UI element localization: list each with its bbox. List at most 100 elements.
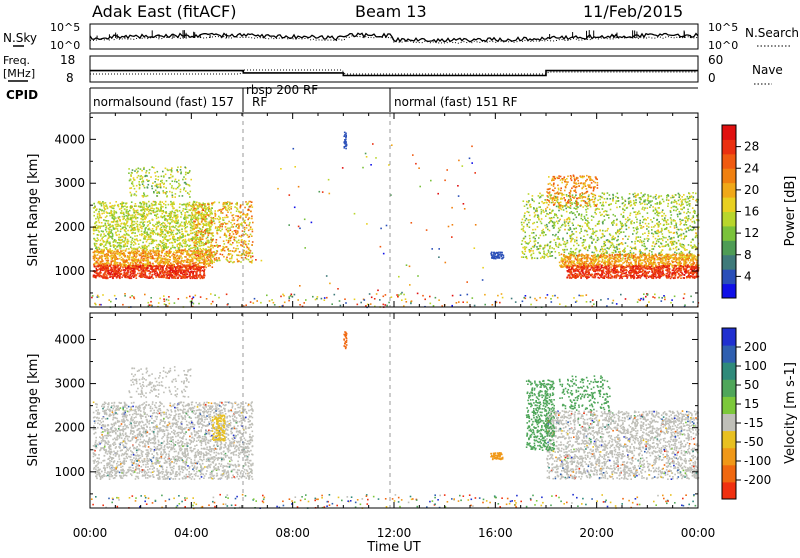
power-echo xyxy=(127,217,129,219)
power-echo xyxy=(663,213,665,215)
power-echo xyxy=(117,276,119,278)
power-echo xyxy=(569,212,571,214)
power-echo xyxy=(160,208,162,210)
power-echo xyxy=(591,242,593,244)
power-echo xyxy=(643,226,645,228)
power-echo xyxy=(182,269,184,271)
power-echo xyxy=(648,200,650,202)
power-echo xyxy=(616,244,618,246)
power-echo xyxy=(197,238,199,240)
power-echo xyxy=(245,214,247,216)
power-echo xyxy=(250,211,252,213)
power-echo xyxy=(523,222,525,224)
power-echo xyxy=(163,226,165,228)
power-echo xyxy=(131,183,133,185)
power-echo xyxy=(203,244,205,246)
power-echo xyxy=(103,212,105,214)
power-echo xyxy=(574,253,576,255)
power-echo xyxy=(159,201,161,203)
power-echo xyxy=(227,205,229,207)
power-echo xyxy=(557,217,559,219)
power-echo xyxy=(175,193,177,195)
power-echo xyxy=(136,255,138,257)
power-echo xyxy=(166,266,168,268)
power-echo xyxy=(249,218,251,220)
power-echo xyxy=(564,221,566,223)
freq-panel: Freq. [MHz] 18 8 60 0 Nave xyxy=(3,53,783,85)
station-title: Adak East (fitACF) xyxy=(92,2,236,21)
power-echo xyxy=(635,238,637,240)
power-echo xyxy=(220,211,222,213)
power-echo xyxy=(143,167,145,169)
power-echo xyxy=(232,262,234,264)
power-echo xyxy=(165,187,167,189)
power-echo xyxy=(692,198,694,200)
power-echo xyxy=(144,176,146,178)
power-echo xyxy=(136,253,138,255)
power-echo xyxy=(207,237,209,239)
power-echo xyxy=(248,259,250,261)
power-echo xyxy=(670,226,672,228)
power-echo xyxy=(232,224,234,226)
power-echo xyxy=(579,226,581,228)
power-echo xyxy=(107,208,109,210)
power-echo xyxy=(217,233,219,235)
power-echo xyxy=(197,208,199,210)
power-echo xyxy=(177,216,179,218)
power-echo xyxy=(183,204,185,206)
power-echo xyxy=(205,252,207,254)
power-echo xyxy=(130,244,132,246)
power-echo xyxy=(98,211,100,213)
power-echo xyxy=(165,268,167,270)
power-echo xyxy=(140,240,142,242)
power-echo xyxy=(189,172,191,174)
power-echo xyxy=(110,256,112,258)
power-echo xyxy=(209,255,211,257)
power-echo xyxy=(202,204,204,206)
power-echo xyxy=(212,247,214,249)
power-echo xyxy=(194,271,196,273)
power-echo xyxy=(162,201,164,203)
power-echo xyxy=(196,271,198,273)
power-echo xyxy=(538,195,540,197)
power-echo xyxy=(159,211,161,213)
power-echo xyxy=(236,233,238,235)
power-echo xyxy=(191,212,193,214)
power-echo xyxy=(218,216,220,218)
power-echo xyxy=(216,257,218,259)
power-echo xyxy=(157,274,159,276)
power-echo xyxy=(219,224,221,226)
power-echo xyxy=(229,204,231,206)
power-echo xyxy=(106,241,108,243)
power-echo xyxy=(252,256,254,258)
power-echo xyxy=(184,216,186,218)
power-echo xyxy=(238,239,240,241)
freq-label-line2: [MHz] xyxy=(3,67,35,80)
power-echo xyxy=(568,225,570,227)
power-echo xyxy=(164,234,166,236)
power-echo xyxy=(95,228,97,230)
power-echo xyxy=(251,235,253,237)
power-echo xyxy=(136,235,138,237)
power-echo xyxy=(94,257,96,259)
power-echo xyxy=(231,258,233,260)
power-echo xyxy=(141,253,143,255)
power-echo xyxy=(99,248,101,250)
power-echo xyxy=(125,277,127,279)
power-echo xyxy=(99,203,101,205)
power-echo xyxy=(136,205,138,207)
power-echo xyxy=(527,208,529,210)
cpid-label: CPID xyxy=(6,88,38,102)
power-echo xyxy=(126,222,128,224)
power-echo xyxy=(100,266,102,268)
power-echo xyxy=(252,231,254,233)
power-echo xyxy=(222,223,224,225)
power-echo xyxy=(569,217,571,219)
power-echo xyxy=(143,270,145,272)
power-echo xyxy=(695,232,697,234)
power-echo xyxy=(202,251,204,253)
power-echo xyxy=(580,237,582,239)
power-echo xyxy=(150,213,152,215)
power-echo xyxy=(142,242,144,244)
power-echo xyxy=(210,220,212,222)
